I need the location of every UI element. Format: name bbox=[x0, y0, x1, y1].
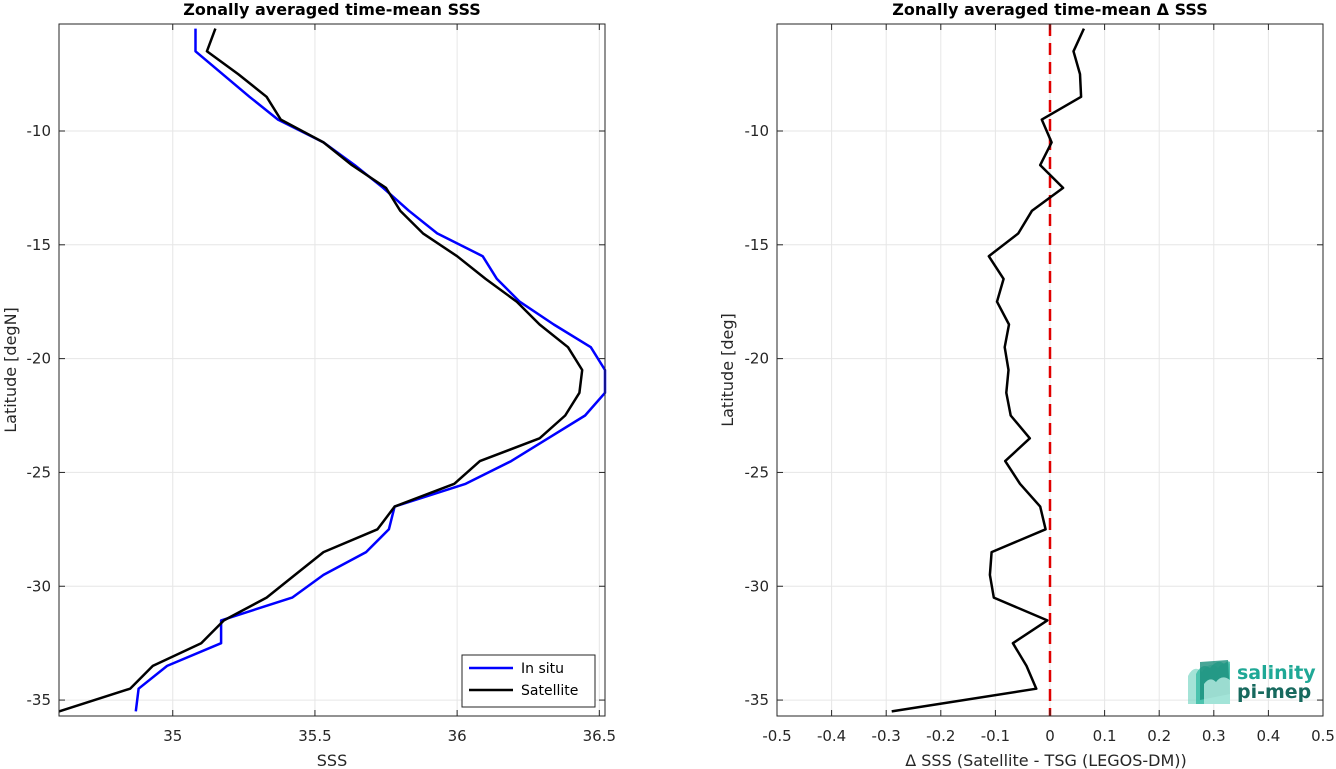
x-tick-label: 35.5 bbox=[298, 727, 331, 745]
salinity-wave-icon bbox=[1188, 660, 1230, 704]
left-y-axis-label: Latitude [degN] bbox=[1, 307, 20, 433]
y-tick-label: -35 bbox=[27, 691, 52, 709]
left-x-axis-label: SSS bbox=[317, 751, 347, 769]
series-line-satellite bbox=[58, 28, 584, 713]
x-tick-label: 0 bbox=[1045, 727, 1055, 745]
right-ticks: -0.5 -0.4 -0.3 -0.2 -0.1 0 0.1 0.2 0.3 0.4 0.5 -35 -… bbox=[745, 24, 1335, 745]
panel-delta-sss: Zonally averaged time-mean Δ SSS -0.5 -0.… bbox=[718, 0, 1335, 769]
x-tick-label: 0.3 bbox=[1202, 727, 1226, 745]
x-tick-label: 35 bbox=[163, 727, 182, 745]
left-grid bbox=[59, 24, 605, 716]
legend-label-insitu: In situ bbox=[521, 661, 564, 677]
y-tick-label: -15 bbox=[27, 236, 52, 254]
x-tick-label: 0.1 bbox=[1093, 727, 1117, 745]
logo-text-pi-mep: pi-mep bbox=[1237, 681, 1311, 703]
x-tick-label: -0.3 bbox=[872, 727, 901, 745]
salinity-pi-mep-logo: salinity pi-mep bbox=[1188, 660, 1316, 704]
y-tick-label: -20 bbox=[27, 350, 52, 368]
legend-label-satellite: Satellite bbox=[521, 683, 578, 699]
x-tick-label: 0.4 bbox=[1256, 727, 1280, 745]
logo-text-salinity: salinity bbox=[1237, 662, 1316, 684]
x-tick-label: -0.1 bbox=[981, 727, 1010, 745]
x-tick-label: 36 bbox=[448, 727, 467, 745]
left-chart-title: Zonally averaged time-mean SSS bbox=[183, 0, 481, 19]
legend: In situ Satellite bbox=[461, 654, 596, 708]
y-tick-label: -25 bbox=[27, 463, 52, 481]
panel-sss: Zonally averaged time-mean SSS 35 35.5 36 3… bbox=[1, 0, 616, 769]
series-line-delta-sss bbox=[891, 28, 1086, 713]
right-x-axis-label: Δ SSS (Satellite - TSG (LEGOS-DM)) bbox=[905, 751, 1187, 769]
x-tick-label: -0.4 bbox=[817, 727, 846, 745]
y-tick-label: -35 bbox=[745, 691, 770, 709]
y-tick-label: -20 bbox=[745, 350, 770, 368]
y-tick-label: -30 bbox=[745, 577, 770, 595]
y-tick-label: -10 bbox=[745, 122, 770, 140]
x-tick-label: 36.5 bbox=[583, 727, 616, 745]
right-y-axis-label: Latitude [deg] bbox=[718, 313, 737, 427]
left-plot-frame bbox=[58, 23, 606, 717]
legend-box bbox=[461, 654, 596, 708]
x-tick-label: -0.5 bbox=[762, 727, 791, 745]
y-tick-label: -30 bbox=[27, 577, 52, 595]
x-tick-label: -0.2 bbox=[926, 727, 955, 745]
x-tick-label: 0.2 bbox=[1147, 727, 1171, 745]
x-tick-label: 0.5 bbox=[1311, 727, 1335, 745]
y-tick-label: -10 bbox=[27, 122, 52, 140]
y-tick-label: -15 bbox=[745, 236, 770, 254]
right-chart-title: Zonally averaged time-mean Δ SSS bbox=[892, 0, 1208, 19]
y-tick-label: -25 bbox=[745, 463, 770, 481]
left-ticks: 35 35.5 36 36.5 -35 -30 -25 -20 -15 -10 bbox=[27, 24, 616, 745]
right-series-group bbox=[891, 28, 1086, 713]
